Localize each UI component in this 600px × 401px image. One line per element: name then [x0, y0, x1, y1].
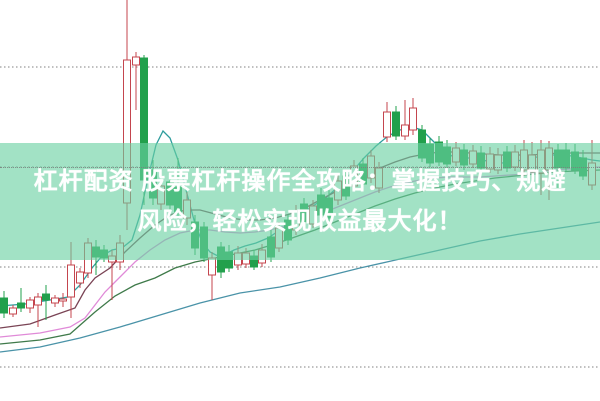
gridline-through-banner — [0, 167, 600, 168]
banner-line-2: 风险，轻松实现收益最大化！ — [137, 207, 463, 235]
banner-line-1: 杠杆配资 股票杠杆操作全攻略：掌握技巧、规避 — [33, 167, 567, 195]
promo-banner: 杠杆配资 股票杠杆操作全攻略：掌握技巧、规避 风险，轻松实现收益最大化！ — [0, 143, 600, 260]
